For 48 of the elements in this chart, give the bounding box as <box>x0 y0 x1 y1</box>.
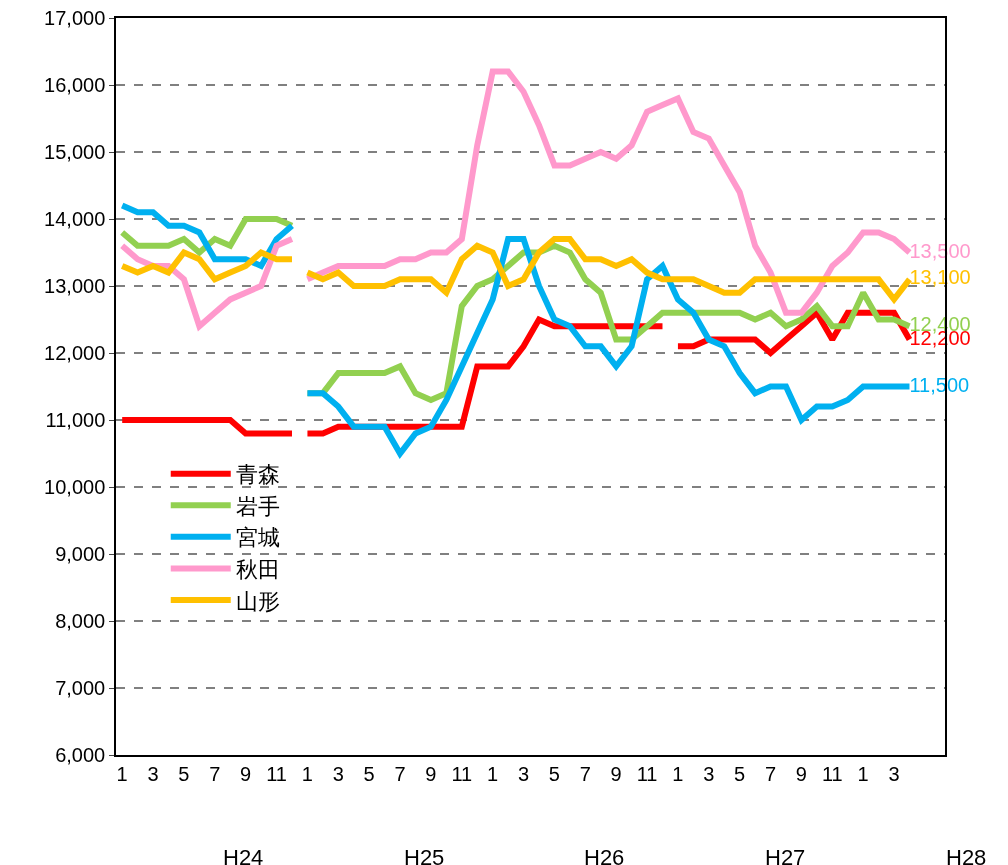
y-tick-label: 8,000 <box>55 610 106 632</box>
y-tick-label: 6,000 <box>55 744 106 766</box>
y-tick-label: 15,000 <box>44 141 106 163</box>
x-tick-label: 7 <box>579 762 591 785</box>
x-tick-label: 3 <box>703 762 715 785</box>
x-tick-label: 3 <box>147 762 159 785</box>
x-tick-label: 9 <box>610 762 622 785</box>
text: H24 <box>223 845 264 865</box>
y-tick-label: 7,000 <box>55 677 106 699</box>
y-tick-label: 9,000 <box>55 543 106 565</box>
x-tick-label: 3 <box>517 762 530 785</box>
x-tick-label: 7 <box>209 762 221 785</box>
x-tick-label: 9 <box>240 762 252 785</box>
y-tick-label: 10,000 <box>44 476 106 498</box>
y-tick-label: 12,000 <box>44 342 106 364</box>
x-tick-label: 1 <box>116 762 128 785</box>
x-tick-label: 7 <box>764 762 777 785</box>
text: H26 <box>584 845 625 865</box>
x-tick-label: 9 <box>795 762 807 785</box>
x-tick-label: 3 <box>332 762 344 785</box>
x-tick-label: 1 <box>301 762 313 785</box>
x-tick-label: 5 <box>548 762 560 785</box>
y-tick-label: 13,000 <box>44 275 106 297</box>
text: H28 <box>946 845 987 865</box>
x-tick-label: 5 <box>363 762 375 785</box>
x-tick-label: 11 <box>636 762 658 785</box>
x-tick-label: 7 <box>394 762 406 785</box>
x-tick-label: 1 <box>857 762 869 785</box>
x-tick-label: 11 <box>821 762 843 785</box>
legend-label: 青森 <box>235 462 280 488</box>
y-tick-label: 16,000 <box>44 74 106 96</box>
x-tick-label: 9 <box>425 762 437 785</box>
legend-label: 宮城 <box>235 525 280 551</box>
x-tick-label: 11 <box>451 762 473 785</box>
y-tick-label: 17,000 <box>44 7 106 29</box>
legend-label: 秋田 <box>235 557 280 583</box>
x-tick-label: 5 <box>734 762 746 785</box>
text: H27 <box>765 845 806 865</box>
x-tick-label: 1 <box>672 762 684 785</box>
y-tick-label: 11,000 <box>45 409 106 431</box>
x-tick-label: 11 <box>266 762 287 785</box>
y-tick-label: 14,000 <box>44 208 106 230</box>
x-tick-label: 1 <box>487 762 499 785</box>
text: H25 <box>404 845 445 865</box>
x-tick-label: 3 <box>888 762 900 785</box>
legend-label: 岩手 <box>235 493 280 519</box>
legend-label: 山形 <box>235 588 280 614</box>
x-tick-label: 5 <box>178 762 190 785</box>
